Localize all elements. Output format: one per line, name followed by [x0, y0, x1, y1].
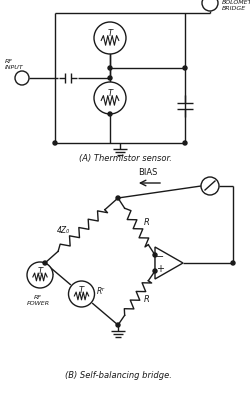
Circle shape — [230, 261, 234, 265]
Circle shape — [68, 281, 94, 307]
Circle shape — [182, 141, 186, 145]
Polygon shape — [154, 247, 182, 279]
Text: BIAS: BIAS — [138, 168, 157, 177]
Text: (A) Thermistor sensor.: (A) Thermistor sensor. — [78, 154, 171, 162]
Circle shape — [116, 196, 119, 200]
Circle shape — [200, 177, 218, 195]
Circle shape — [108, 112, 112, 116]
Text: −: − — [155, 252, 164, 262]
Text: RF
INPUT: RF INPUT — [5, 59, 24, 70]
Circle shape — [94, 82, 126, 114]
Circle shape — [27, 262, 53, 288]
Text: (B) Self-balancing bridge.: (B) Self-balancing bridge. — [64, 371, 171, 380]
Text: +: + — [156, 264, 163, 274]
Circle shape — [108, 76, 112, 80]
Text: R: R — [143, 218, 149, 227]
Circle shape — [15, 71, 29, 85]
Circle shape — [53, 141, 57, 145]
Circle shape — [152, 269, 156, 273]
Circle shape — [108, 66, 112, 70]
Circle shape — [116, 323, 119, 327]
Text: T: T — [107, 90, 112, 99]
Text: Rᵀ: Rᵀ — [96, 288, 104, 296]
Circle shape — [152, 253, 156, 257]
Circle shape — [182, 66, 186, 70]
Text: RF
POWER: RF POWER — [26, 295, 49, 306]
Text: R: R — [143, 296, 149, 305]
Text: T: T — [37, 267, 43, 276]
Circle shape — [43, 261, 47, 265]
Circle shape — [201, 0, 217, 11]
Circle shape — [94, 22, 126, 54]
Text: T: T — [107, 29, 112, 39]
Text: 4Z₀: 4Z₀ — [56, 226, 69, 235]
Text: T: T — [78, 286, 84, 295]
Text: TO
BOLOMETER
BRIDGE: TO BOLOMETER BRIDGE — [221, 0, 250, 11]
